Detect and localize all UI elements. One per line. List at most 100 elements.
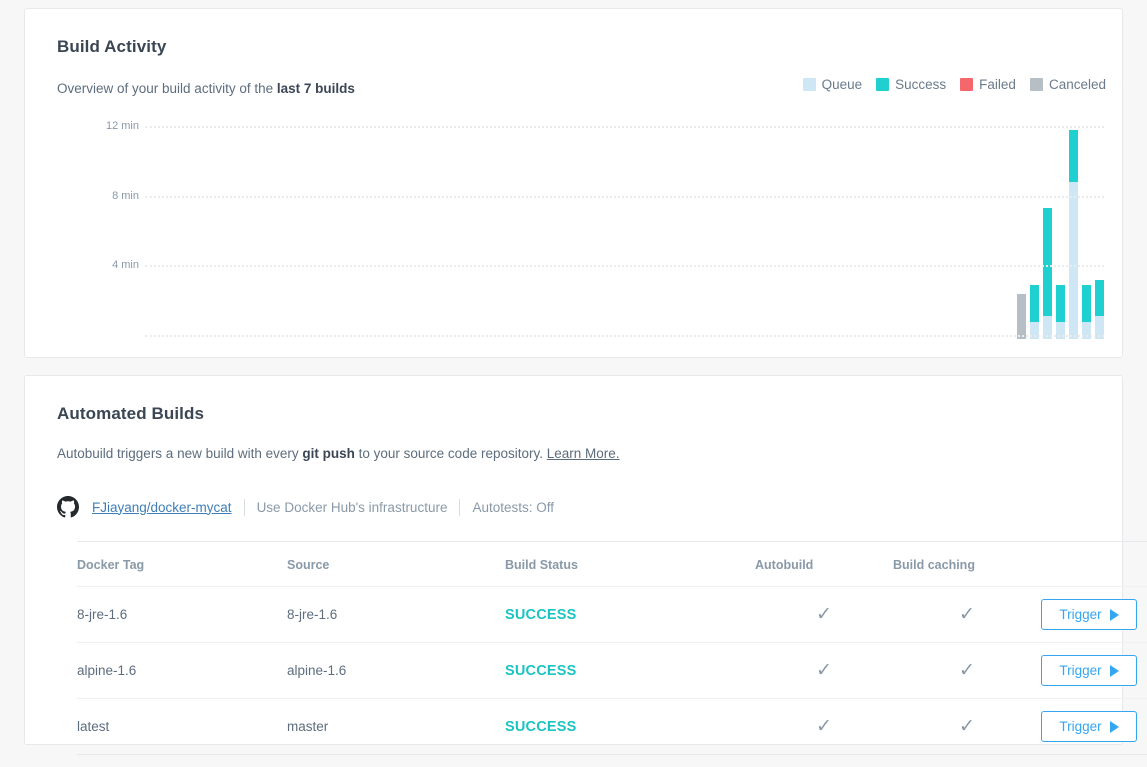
trigger-button-label: Trigger (1059, 663, 1102, 678)
legend-item-canceled: Canceled (1029, 77, 1106, 92)
legend-label: Queue (821, 77, 863, 92)
cell-source-value: master (287, 719, 329, 734)
bar-group (1030, 109, 1039, 339)
cell-build-status: SUCCESS (505, 586, 755, 643)
subtitle-text: Overview of your build activity of the (57, 81, 277, 96)
builds-table-head: Docker Tag Source Build Status Autobuild… (77, 541, 1147, 587)
bar-group (1056, 109, 1065, 339)
cell-autobuild: ✓ (755, 698, 893, 755)
bar-segment-success (1069, 129, 1078, 183)
cell-docker-tag-value: 8-jre-1.6 (77, 607, 128, 622)
bar-group (1069, 109, 1078, 339)
cell-docker-tag: 8-jre-1.6 (77, 586, 287, 643)
bar-segment-queue (1069, 182, 1078, 339)
legend-swatch-failed-icon (960, 78, 974, 91)
cell-build-caching-value: ✓ (959, 604, 975, 625)
automated-builds-title: Automated Builds (57, 404, 205, 423)
cell-source: master (287, 698, 505, 755)
build-activity-subtitle: Overview of your build activity of the l… (57, 81, 355, 96)
bar-segment-canceled (1017, 293, 1026, 339)
autotests-label: Autotests: Off (472, 499, 555, 515)
build-activity-card: Build Activity Overview of your build ac… (24, 8, 1123, 358)
bar-segment-queue (1056, 321, 1065, 339)
legend-label: Success (895, 77, 947, 92)
cell-docker-tag-value: latest (77, 719, 110, 734)
trigger-button-label: Trigger (1059, 607, 1102, 622)
bar-segment-queue (1043, 316, 1052, 339)
bar-group (1082, 109, 1091, 339)
cell-action: Trigger (1041, 698, 1147, 755)
cell-autobuild: ✓ (755, 586, 893, 643)
cell-action: Trigger (1041, 586, 1147, 643)
y-axis-tick-label: 12 min (105, 119, 139, 132)
legend-item-failed: Failed (960, 77, 1016, 92)
bar-segment-queue (1030, 321, 1039, 339)
cell-autobuild-value: ✓ (816, 716, 832, 737)
builds-table: Docker Tag Source Build Status Autobuild… (77, 541, 1147, 755)
grid-line (145, 195, 1104, 198)
infrastructure-label: Use Docker Hub's infrastructure (256, 499, 448, 515)
cell-docker-tag: alpine-1.6 (77, 642, 287, 699)
trigger-button[interactable]: Trigger (1041, 599, 1137, 630)
column-header-build-caching: Build caching (893, 541, 1041, 587)
play-triangle-icon (1109, 664, 1119, 677)
cell-action: Trigger (1041, 642, 1147, 699)
bar-group (1095, 109, 1104, 339)
axis-baseline (145, 335, 1104, 337)
builds-table-body: 8-jre-1.6 8-jre-1.6 SUCCESS ✓ ✓ Trigger alpine… (77, 586, 1147, 755)
play-triangle-icon (1109, 720, 1119, 733)
legend-label: Canceled (1048, 77, 1106, 92)
repository-link[interactable]: FJiayang/docker-mycat (92, 499, 232, 515)
repository-row: FJiayang/docker-mycat Use Docker Hub's i… (57, 496, 554, 518)
grid-line (145, 265, 1104, 268)
bar-segment-success (1030, 285, 1039, 322)
legend-item-success: Success (876, 77, 946, 92)
bar-segment-success (1082, 285, 1091, 322)
column-header-actions (1041, 541, 1147, 587)
cell-source-value: 8-jre-1.6 (287, 607, 338, 622)
subtitle-emphasis: last 7 builds (276, 81, 355, 96)
cell-build-status-value: SUCCESS (505, 606, 577, 623)
y-axis-tick-label: 4 min (112, 259, 139, 272)
cell-docker-tag: latest (77, 698, 287, 755)
builds-table-container: Docker Tag Source Build Status Autobuild… (77, 541, 1147, 755)
bar-segment-success (1056, 285, 1065, 322)
bar-segment-queue (1082, 321, 1091, 339)
legend-label: Failed (979, 77, 1016, 92)
cell-build-status-value: SUCCESS (505, 718, 577, 735)
description-prefix: Autobuild triggers a new build with ever… (57, 446, 303, 461)
table-row: alpine-1.6 alpine-1.6 SUCCESS ✓ ✓ Trigger (77, 642, 1147, 699)
play-triangle-icon (1109, 608, 1119, 621)
automated-builds-card: Automated Builds Autobuild triggers a ne… (24, 375, 1147, 755)
cell-source: 8-jre-1.6 (287, 586, 505, 643)
table-row: latest master SUCCESS ✓ ✓ Trigger (77, 698, 1147, 755)
column-header-autobuild: Autobuild (755, 541, 893, 587)
github-icon (57, 496, 79, 518)
trigger-button[interactable]: Trigger (1041, 711, 1137, 742)
automated-builds-description: Autobuild triggers a new build with ever… (57, 446, 620, 461)
cell-build-status: SUCCESS (505, 642, 755, 699)
description-suffix: to your source code repository. (354, 446, 547, 461)
trigger-button[interactable]: Trigger (1041, 655, 1137, 686)
bar-segment-success (1095, 279, 1104, 317)
divider (243, 498, 245, 516)
grid-line (145, 125, 1104, 128)
table-header-row: Docker Tag Source Build Status Autobuild… (77, 541, 1147, 587)
cell-build-status-value: SUCCESS (505, 662, 577, 679)
build-activity-chart: 4 min 8 min 12 min (57, 105, 1104, 339)
bar-segment-success (1043, 208, 1052, 317)
legend-swatch-canceled-icon (1029, 78, 1043, 91)
cell-docker-tag-value: alpine-1.6 (77, 663, 137, 678)
chart-plot-area: 4 min 8 min 12 min (57, 105, 1104, 339)
cell-autobuild-value: ✓ (816, 660, 832, 681)
learn-more-link[interactable]: Learn More. (546, 446, 620, 461)
bar-segment-queue (1095, 316, 1104, 339)
cell-source: alpine-1.6 (287, 642, 505, 699)
table-row: 8-jre-1.6 8-jre-1.6 SUCCESS ✓ ✓ Trigger (77, 586, 1147, 643)
legend-item-queue: Queue (802, 77, 863, 92)
legend-swatch-queue-icon (802, 78, 816, 91)
bar-group (1043, 109, 1052, 339)
trigger-button-label: Trigger (1059, 719, 1102, 734)
cell-build-caching-value: ✓ (959, 716, 975, 737)
column-header-docker-tag: Docker Tag (77, 541, 287, 587)
